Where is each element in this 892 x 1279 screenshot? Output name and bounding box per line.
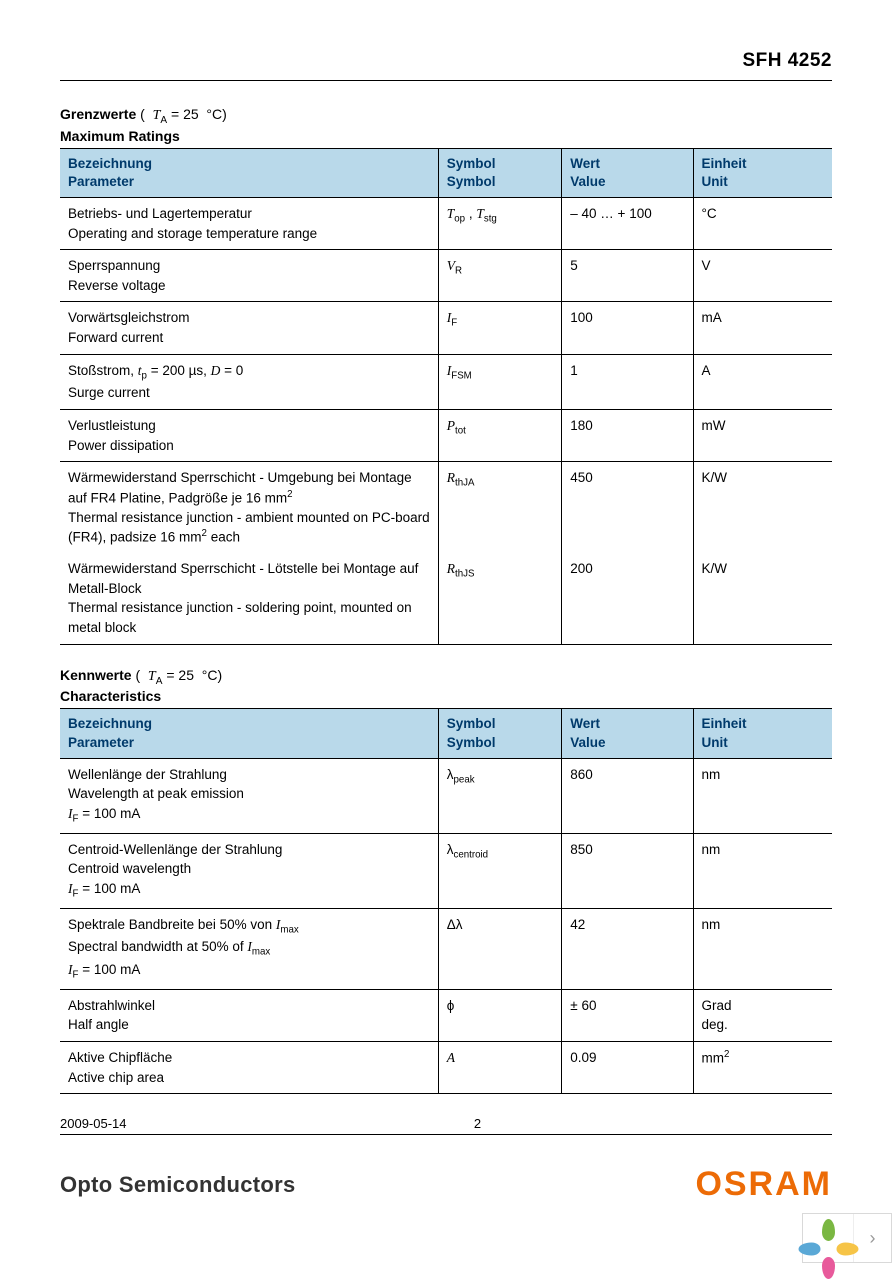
brand-division: Opto Semiconductors [60, 1172, 296, 1198]
cell-symbol: λcentroid [438, 833, 562, 908]
table-row: Wärmewiderstand Sperrschicht - Umgebung … [60, 462, 832, 554]
col-unit: EinheitUnit [693, 148, 832, 197]
cell-unit: mm2 [693, 1042, 832, 1094]
cell-unit: K/W [693, 462, 832, 554]
cell-symbol: RthJA [438, 462, 562, 554]
cell-parameter: Centroid-Wellenlänge der StrahlungCentro… [60, 833, 438, 908]
col-parameter: BezeichnungParameter [60, 709, 438, 758]
maximum-ratings-table: BezeichnungParameter SymbolSymbol WertVa… [60, 148, 832, 645]
cell-value: 850 [562, 833, 693, 908]
section1-title-cond: ( TA = 25 °C) [140, 106, 227, 122]
cell-value: 860 [562, 758, 693, 833]
cell-unit: nm [693, 908, 832, 989]
cell-symbol: Δλ [438, 908, 562, 989]
col-value: WertValue [562, 709, 693, 758]
cell-symbol: VR [438, 250, 562, 302]
part-number: SFH 4252 [60, 50, 832, 72]
characteristics-table: BezeichnungParameter SymbolSymbol WertVa… [60, 708, 832, 1094]
cell-unit: A [693, 354, 832, 409]
table-row: Wellenlänge der StrahlungWavelength at p… [60, 758, 832, 833]
flower-icon [803, 1213, 853, 1263]
table-row: Betriebs- und LagertemperaturOperating a… [60, 198, 832, 250]
section2-title-cond: ( TA = 25 °C) [135, 667, 222, 683]
branding-row: Opto Semiconductors OSRAM [60, 1165, 832, 1232]
footer-page: 2 [474, 1116, 481, 1131]
col-value: WertValue [562, 148, 693, 197]
cell-unit: K/W [693, 553, 832, 644]
cell-parameter: SperrspannungReverse voltage [60, 250, 438, 302]
cell-value: 0.09 [562, 1042, 693, 1094]
cell-value: ± 60 [562, 989, 693, 1041]
cell-symbol: Ptot [438, 409, 562, 461]
corner-widget[interactable]: › [802, 1213, 892, 1263]
cell-value: 5 [562, 250, 693, 302]
page-footer: 2009-05-14 2 . [60, 1116, 832, 1135]
cell-symbol: RthJS [438, 553, 562, 644]
table-row: SperrspannungReverse voltageVR5V [60, 250, 832, 302]
section2-title-bold: Kennwerte [60, 667, 132, 683]
col-symbol: SymbolSymbol [438, 148, 562, 197]
table-row: AbstrahlwinkelHalf angleϕ± 60Graddeg. [60, 989, 832, 1041]
cell-unit: mA [693, 302, 832, 354]
cell-symbol: Top , Tstg [438, 198, 562, 250]
cell-value: 180 [562, 409, 693, 461]
cell-parameter: VerlustleistungPower dissipation [60, 409, 438, 461]
table-row: Spektrale Bandbreite bei 50% von ImaxSpe… [60, 908, 832, 989]
cell-parameter: VorwärtsgleichstromForward current [60, 302, 438, 354]
cell-parameter: Wärmewiderstand Sperrschicht - Umgebung … [60, 462, 438, 554]
section2-subtitle: Characteristics [60, 688, 832, 704]
cell-parameter: AbstrahlwinkelHalf angle [60, 989, 438, 1041]
table-row: VerlustleistungPower dissipationPtot180m… [60, 409, 832, 461]
col-parameter: BezeichnungParameter [60, 148, 438, 197]
cell-parameter: Aktive ChipflächeActive chip area [60, 1042, 438, 1094]
cell-value: 1 [562, 354, 693, 409]
chevron-right-icon[interactable]: › [853, 1214, 891, 1262]
brand-logo: OSRAM [695, 1165, 832, 1204]
cell-value: – 40 … + 100 [562, 198, 693, 250]
cell-symbol: IF [438, 302, 562, 354]
cell-parameter: Stoßstrom, tp = 200 µs, D = 0Surge curre… [60, 354, 438, 409]
cell-unit: mW [693, 409, 832, 461]
cell-symbol: λpeak [438, 758, 562, 833]
cell-symbol: IFSM [438, 354, 562, 409]
cell-unit: °C [693, 198, 832, 250]
cell-parameter: Spektrale Bandbreite bei 50% von ImaxSpe… [60, 908, 438, 989]
section1-title-bold: Grenzwerte [60, 106, 136, 122]
table-row: Wärmewiderstand Sperrschicht - Lötstelle… [60, 553, 832, 644]
section1-title: Grenzwerte ( TA = 25 °C) [60, 106, 832, 126]
cell-value: 42 [562, 908, 693, 989]
section1-subtitle: Maximum Ratings [60, 128, 832, 144]
cell-value: 100 [562, 302, 693, 354]
cell-unit: V [693, 250, 832, 302]
table-row: VorwärtsgleichstromForward currentIF100m… [60, 302, 832, 354]
cell-value: 200 [562, 553, 693, 644]
footer-date: 2009-05-14 [60, 1116, 127, 1131]
cell-symbol: ϕ [438, 989, 562, 1041]
header-rule [60, 80, 832, 81]
cell-symbol: A [438, 1042, 562, 1094]
table-row: Aktive ChipflächeActive chip areaA0.09mm… [60, 1042, 832, 1094]
table-row: Stoßstrom, tp = 200 µs, D = 0Surge curre… [60, 354, 832, 409]
cell-parameter: Betriebs- und LagertemperaturOperating a… [60, 198, 438, 250]
cell-parameter: Wellenlänge der StrahlungWavelength at p… [60, 758, 438, 833]
col-unit: EinheitUnit [693, 709, 832, 758]
table-row: Centroid-Wellenlänge der StrahlungCentro… [60, 833, 832, 908]
cell-value: 450 [562, 462, 693, 554]
cell-unit: Graddeg. [693, 989, 832, 1041]
cell-unit: nm [693, 758, 832, 833]
section2-title: Kennwerte ( TA = 25 °C) [60, 667, 832, 687]
cell-parameter: Wärmewiderstand Sperrschicht - Lötstelle… [60, 553, 438, 644]
cell-unit: nm [693, 833, 832, 908]
col-symbol: SymbolSymbol [438, 709, 562, 758]
